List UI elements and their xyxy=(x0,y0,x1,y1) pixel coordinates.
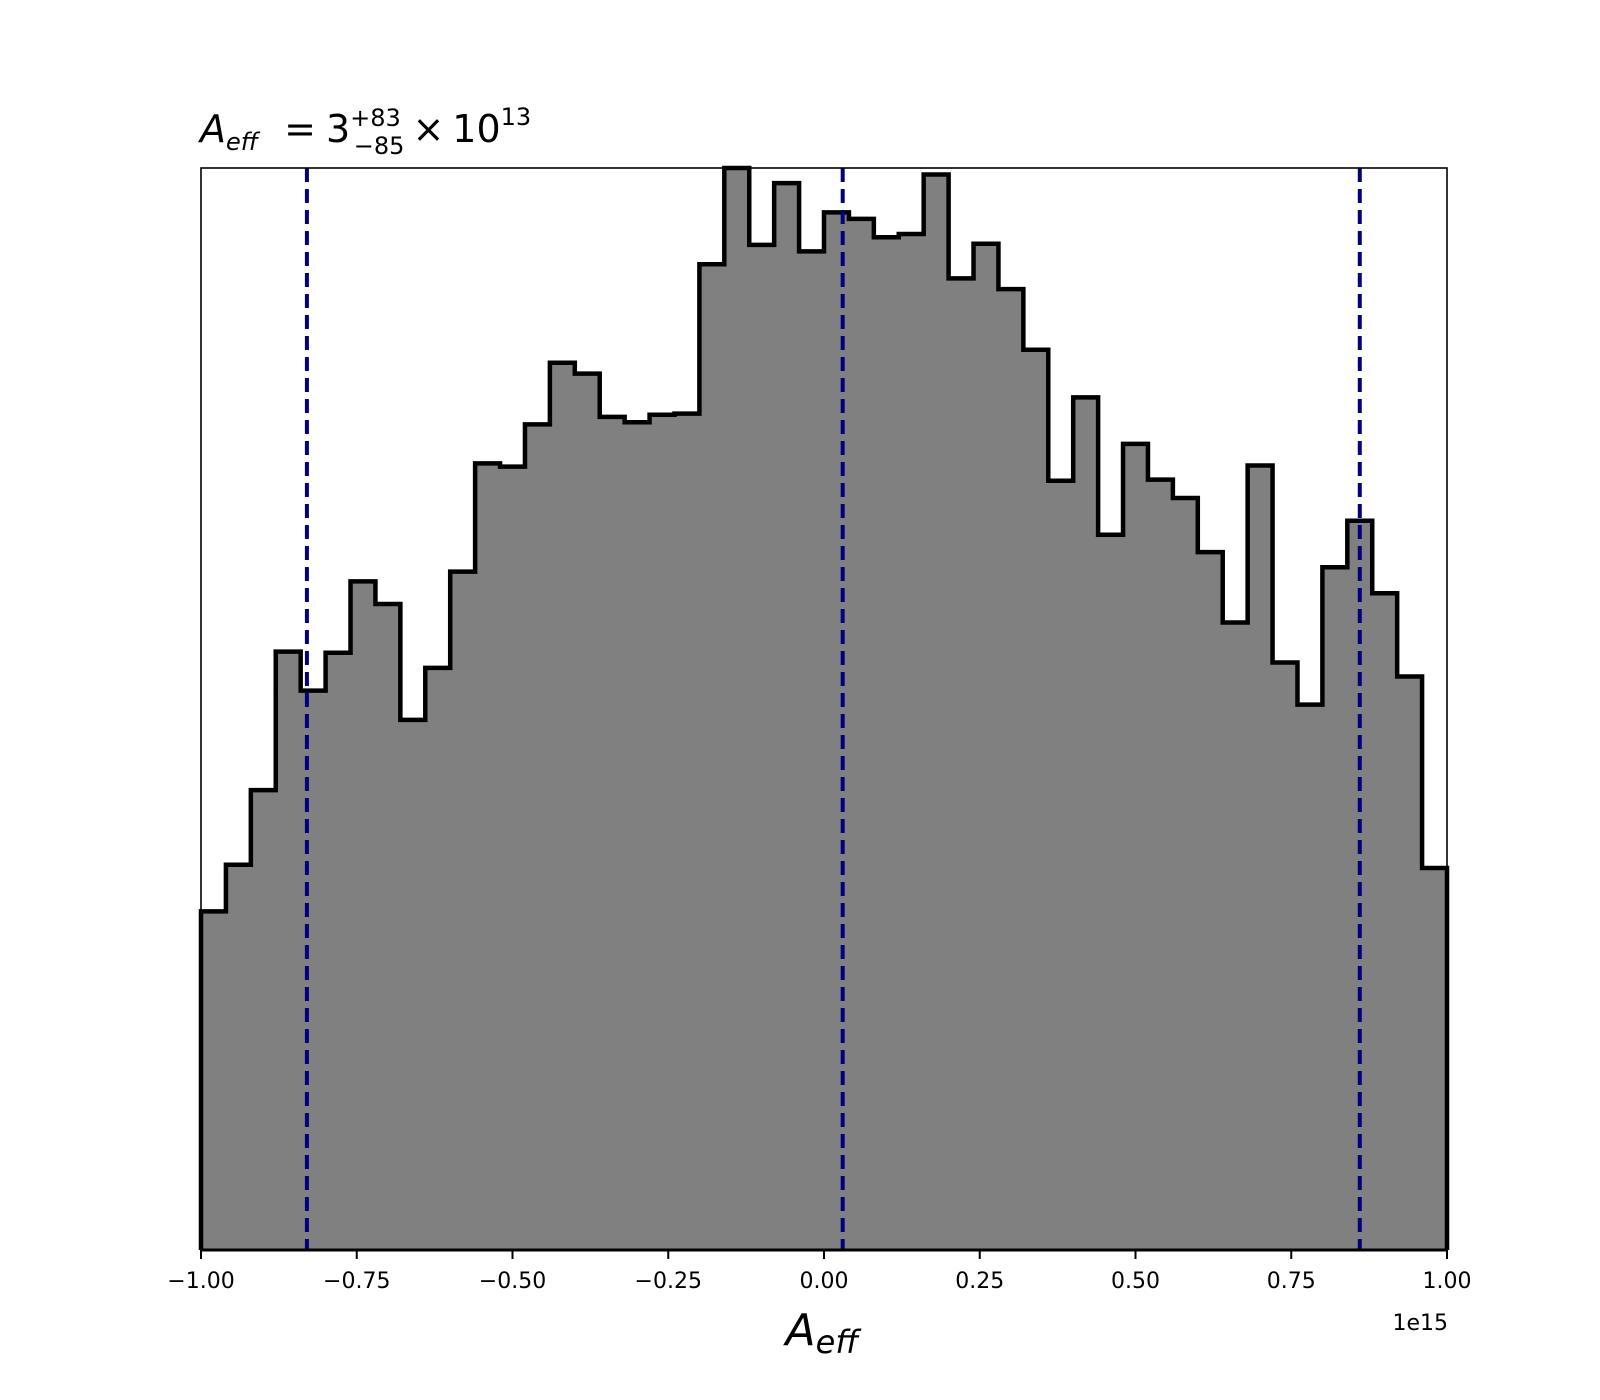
histogram-bar xyxy=(1322,567,1348,1250)
histogram-bar xyxy=(1048,480,1074,1250)
x-tick-label: 0.00 xyxy=(800,1269,849,1294)
histogram-bar xyxy=(799,251,825,1251)
title-upper-error: +83 xyxy=(350,104,401,132)
histogram-bar xyxy=(375,604,401,1250)
chart-title: Aeff = 3+83 −85 × 1013 xyxy=(197,103,531,160)
histogram-bar xyxy=(1023,349,1049,1250)
x-tick-label: −0.50 xyxy=(479,1269,546,1294)
quantile-lines xyxy=(304,168,1362,1250)
x-tick-label: −1.00 xyxy=(167,1269,234,1294)
histogram-bar xyxy=(649,414,676,1250)
histogram-bar xyxy=(998,289,1024,1251)
histogram-bar xyxy=(599,416,626,1250)
histogram-bar xyxy=(500,466,526,1251)
histogram-bar xyxy=(201,911,227,1250)
histogram-bar xyxy=(624,422,651,1250)
title-power-base: 10 xyxy=(452,107,500,151)
histogram-bar xyxy=(475,463,501,1250)
histogram-bar xyxy=(1272,662,1299,1250)
histogram-bar xyxy=(325,652,352,1250)
title-power-exp: 13 xyxy=(501,103,532,131)
histogram-bar xyxy=(300,690,327,1250)
histogram-bar xyxy=(1422,868,1448,1250)
histogram-bar xyxy=(1222,622,1249,1250)
histogram-bar xyxy=(699,264,725,1251)
histogram-bar xyxy=(450,571,476,1250)
histogram-bar xyxy=(1372,593,1398,1250)
histogram-bar xyxy=(400,719,426,1250)
x-axis-label: Aeff xyxy=(783,1305,863,1361)
title-times: × xyxy=(412,107,444,151)
histogram-bar xyxy=(724,168,750,1250)
histogram-bar xyxy=(275,651,302,1250)
xlabel-symbol-sub: eff xyxy=(816,1323,863,1361)
histogram-bar xyxy=(549,362,576,1250)
x-offset-label: 1e15 xyxy=(1392,1311,1448,1336)
histogram-bar xyxy=(425,667,451,1250)
histogram-bar xyxy=(749,244,775,1250)
histogram-bar xyxy=(524,424,551,1251)
histogram-bar xyxy=(1098,534,1124,1250)
title-lower-error: −85 xyxy=(354,132,405,160)
histogram-bar xyxy=(250,790,277,1250)
histogram-bar xyxy=(225,864,252,1250)
histogram-bar xyxy=(1297,704,1323,1250)
title-equals: = xyxy=(284,107,316,151)
histogram-bar xyxy=(848,218,875,1250)
x-tick-label: −0.75 xyxy=(323,1269,390,1294)
histogram-bar xyxy=(1147,479,1174,1251)
histogram-bar xyxy=(1123,443,1149,1250)
x-tick-label: 1.00 xyxy=(1423,1269,1472,1294)
histogram-bar xyxy=(1073,397,1099,1250)
histogram-bar xyxy=(674,413,700,1250)
histogram-bar xyxy=(923,174,950,1251)
histogram-outline xyxy=(198,165,1450,1250)
histogram-bar xyxy=(973,243,1000,1251)
histogram-bar xyxy=(1197,552,1224,1250)
x-axis-ticks: −1.00 −0.75 −0.50 −0.25 0.00 0.25 0.50 0.75 1.00 xyxy=(167,1250,1471,1294)
histogram-bar xyxy=(948,278,975,1250)
histogram-bars xyxy=(201,168,1448,1251)
histogram-bar xyxy=(774,183,800,1251)
xlabel-symbol: A xyxy=(783,1305,816,1356)
title-symbol-sub: eff xyxy=(226,128,261,156)
histogram-bar xyxy=(1247,465,1274,1250)
histogram-bar xyxy=(898,234,925,1250)
histogram-bar xyxy=(350,581,377,1250)
x-tick-label: −0.25 xyxy=(635,1269,702,1294)
histogram-bar xyxy=(1172,498,1199,1250)
histogram-bar xyxy=(574,373,601,1251)
title-base: 3 xyxy=(326,107,350,151)
histogram-bar xyxy=(873,237,900,1251)
x-tick-label: 0.25 xyxy=(955,1269,1004,1294)
histogram-bar xyxy=(1397,676,1423,1250)
x-tick-label: 0.75 xyxy=(1267,1269,1316,1294)
histogram-bar xyxy=(824,212,850,1250)
title-symbol: A xyxy=(197,107,226,151)
x-tick-label: 0.50 xyxy=(1111,1269,1160,1294)
